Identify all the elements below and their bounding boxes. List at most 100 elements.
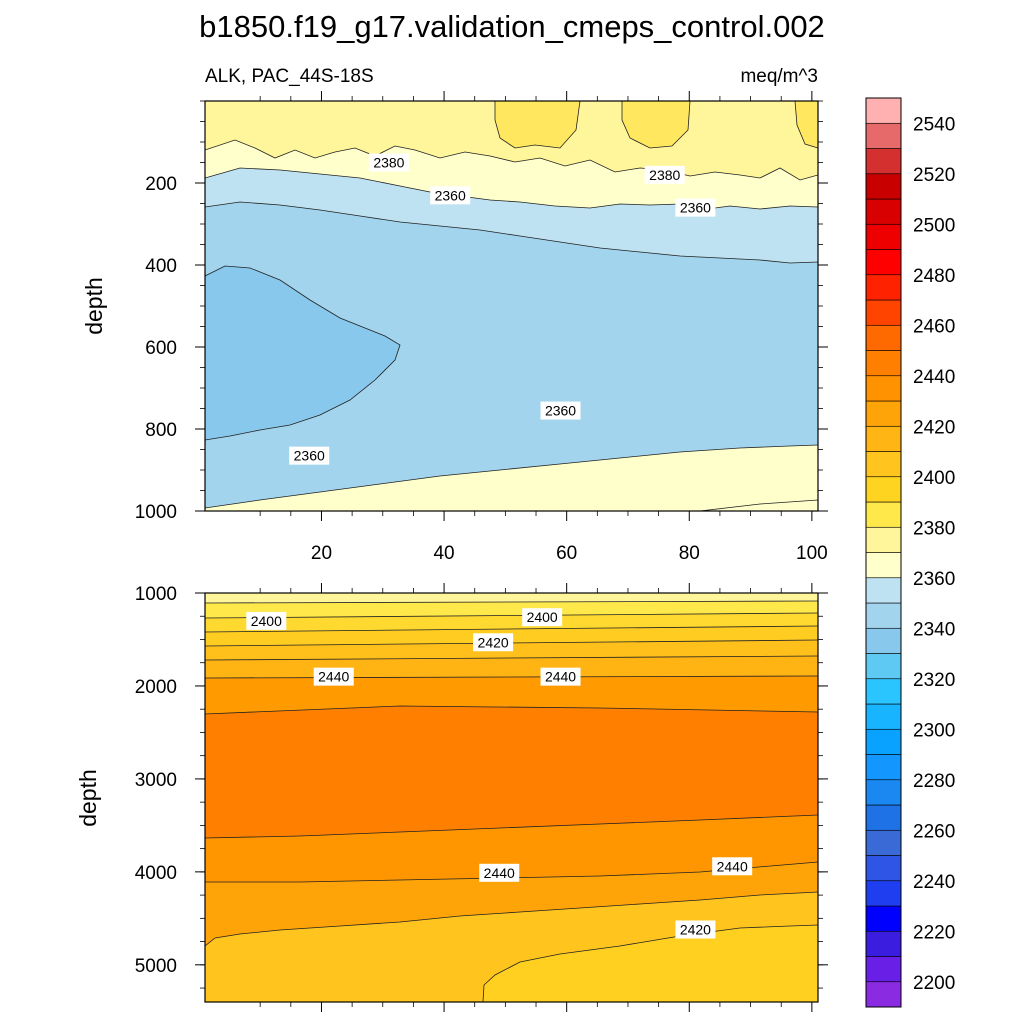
x-tick-label: 80 [679,543,700,564]
colorbar-swatch [865,653,902,680]
upper-panel: 200 400 600 800 1000 20 40 60 80 100 2380 2380 236… [81,91,828,564]
colorbar-swatch [865,198,902,225]
fill-2430-deep [205,862,818,946]
y-tick-label: 5000 [135,956,177,977]
colorbar-swatch [865,829,902,856]
colorbar-label: 2380 [913,518,955,539]
colorbar-label: 2340 [913,619,955,640]
colorbar-swatch [865,754,902,781]
contour-label-text: 2440 [717,858,748,874]
contour-line-h [205,814,818,839]
y-tick-label: 1000 [135,584,177,605]
contour-label-text: 2400 [527,609,558,625]
fill-2440-lower [205,676,818,714]
colorbar-label: 2400 [913,468,955,489]
colorbar [865,97,902,1008]
colorbar-swatch [865,930,902,957]
colorbar-swatch [865,122,902,149]
contour-label-text: 2440 [318,669,349,685]
contour-line-2360-upper [205,167,818,211]
contour-line-2340-upper [205,201,818,264]
colorbar-swatch [865,804,902,831]
contour-label-text: 2360 [294,448,325,464]
colorbar-label: 2200 [913,973,955,994]
lower-panel-fills [205,593,818,1002]
contour-line-f [205,675,818,679]
colorbar-swatch [865,779,902,806]
colorbar-swatch [865,552,902,579]
fill-2400-patch-b [622,101,690,148]
colorbar-label: 2500 [913,215,955,236]
contour-label-bg [430,186,471,205]
contour-label-bg [675,920,716,939]
contour-label: 2420 [675,920,716,939]
colorbar-swatch [865,728,902,755]
fill-2380-lower [205,593,818,603]
lower-y-axis-label: depth [75,769,101,827]
y-tick-label: 2000 [135,677,177,698]
lower-y-ticks: 1000 2000 3000 4000 5000 [135,584,828,989]
colorbar-label: 2480 [913,266,955,287]
fill-2450-core [205,706,818,838]
contour-line-a [205,600,818,604]
contour-label-bg [473,633,514,652]
contour-label: 2360 [289,446,330,465]
contour-label: 2360 [540,401,581,420]
colorbar-label: 2540 [913,114,955,135]
contour-line-g [205,705,818,715]
contour-label-bg [712,857,753,876]
contour-label: 2360 [675,198,716,217]
colorbar-swatch [865,501,902,528]
contour-line-2400-patch-c [794,101,818,149]
contour-line-b [205,612,818,619]
colorbar-swatch [865,324,902,351]
contour-label-text: 2360 [680,200,711,216]
colorbar-label: 2260 [913,821,955,842]
colorbar-swatch [865,223,902,250]
y-tick-label: 600 [145,338,177,359]
colorbar-label: 2520 [913,165,955,186]
contour-label-text: 2360 [435,187,466,203]
fill-2390-lower [205,601,818,618]
contour-label-bg [675,198,716,217]
colorbar-label: 2440 [913,367,955,388]
x-tick-label: 100 [796,543,828,564]
y-tick-label: 3000 [135,770,177,791]
colorbar-swatch [865,905,902,932]
x-tick-label: 20 [311,543,332,564]
fill-2430-lower [205,656,818,678]
upper-contour-labels: 2380 2380 2360 2360 2360 2360 [289,153,716,465]
colorbar-swatch [865,400,902,427]
contour-label-bg [540,401,581,420]
lower-panel: 1000 2000 3000 4000 5000 2400 2400 2420 2440 244… [75,583,828,1012]
upper-contour-lines [205,101,818,441]
y-tick-label: 800 [145,420,177,441]
fill-2340 [205,202,818,511]
colorbar-label: 2420 [913,417,955,438]
contour-label-text: 2440 [484,865,515,881]
colorbar-swatch [865,526,902,553]
fill-2400-patch-a [495,101,580,148]
upper-x-ticks: 20 40 60 80 100 [259,91,828,564]
fill-2410-deep [483,925,818,1002]
contour-line-2380-upper [205,139,818,181]
contour-label: 2420 [473,633,514,652]
contour-label: 2400 [246,611,287,630]
contour-line-2380-bottom [205,444,818,509]
contour-label-text: 2380 [649,167,680,183]
upper-panel-fills [205,101,818,511]
colorbar-swatch [865,425,902,452]
colorbar-swatch [865,703,902,730]
chart-title: b1850.f19_g17.validation_cmeps_control.0… [199,9,825,44]
contour-line-2320-core [205,265,401,441]
contour-label: 2440 [313,667,354,686]
contour-label: 2400 [522,608,563,627]
colorbar-swatch [865,602,902,629]
colorbar-swatch [865,148,902,175]
contour-label-text: 2380 [373,155,404,171]
colorbar-label: 2220 [913,922,955,943]
colorbar-swatch [865,274,902,301]
upper-y-axis-label: depth [81,277,107,335]
contour-line-c [205,625,818,633]
